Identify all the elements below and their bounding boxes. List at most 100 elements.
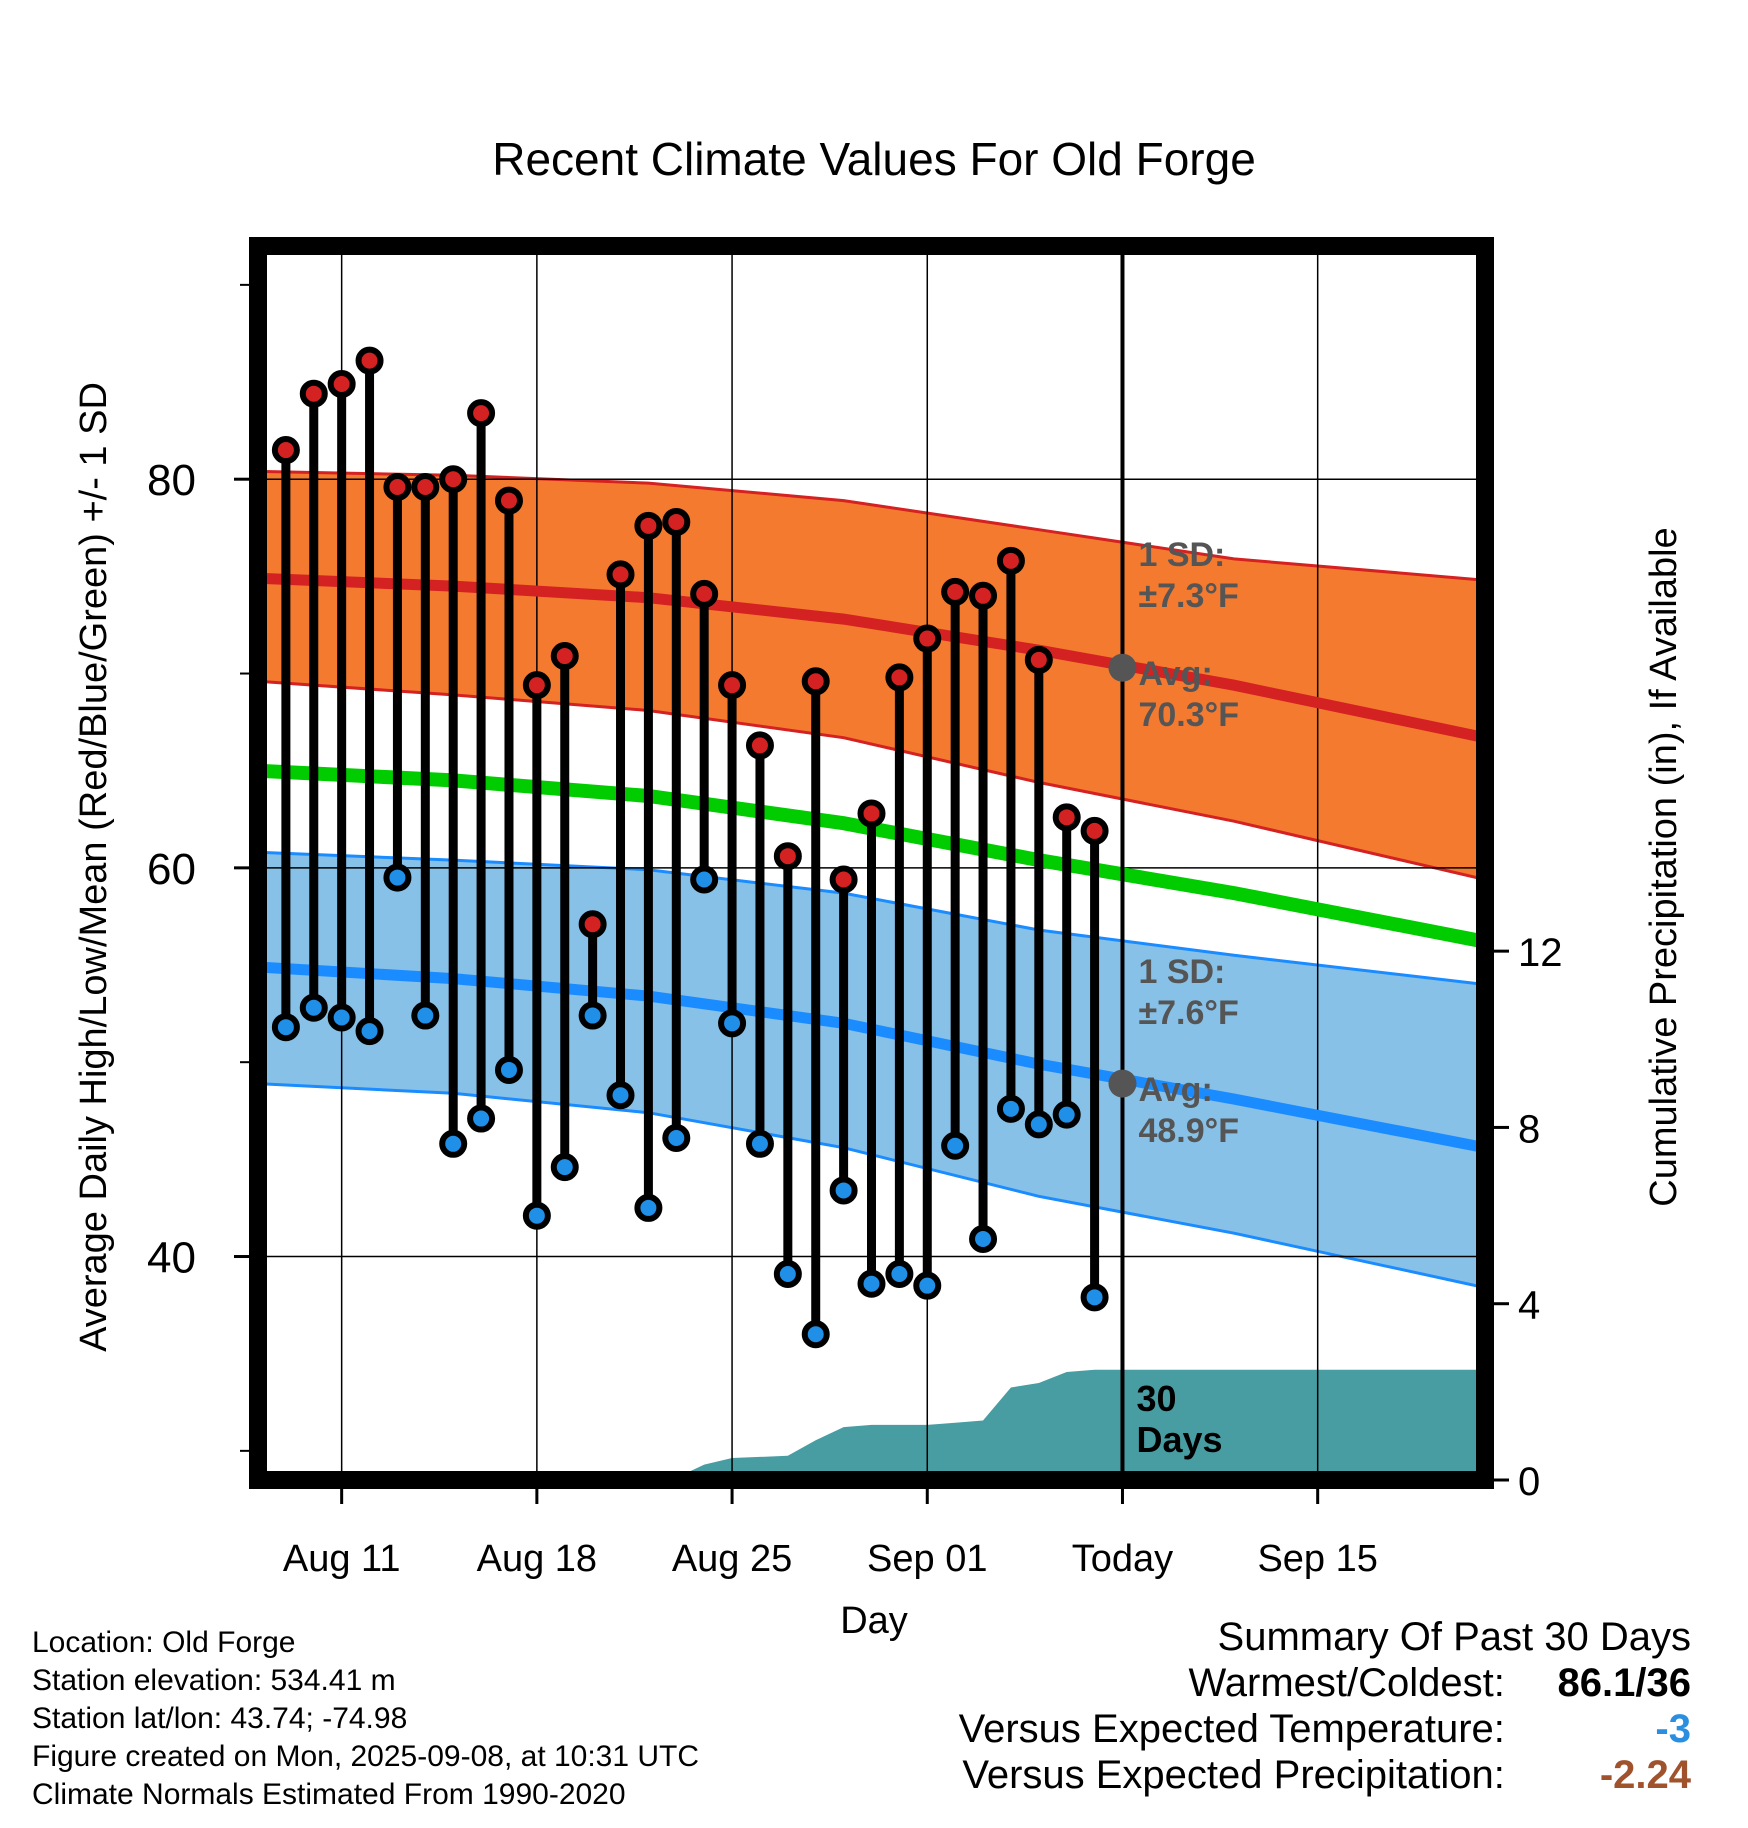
- high-point: [941, 577, 970, 606]
- high-point: [718, 671, 747, 700]
- low-point: [941, 1131, 970, 1160]
- low-point: [718, 1009, 747, 1038]
- low-sd-value: ±7.6°F: [1138, 994, 1238, 1032]
- created-text: Figure created on Mon, 2025-09-08, at 10…: [32, 1740, 700, 1773]
- low-point: [996, 1094, 1025, 1123]
- low-point: [383, 863, 412, 892]
- high-point: [271, 436, 300, 465]
- high-point: [467, 399, 496, 428]
- warm-cold-label: Warmest/Coldest:: [1188, 1661, 1505, 1705]
- high-point: [522, 671, 551, 700]
- x-tick-label: Aug 11: [283, 1538, 401, 1580]
- high-point: [383, 472, 412, 501]
- elevation-text: Station elevation: 534.41 m: [32, 1664, 396, 1697]
- low-point: [773, 1260, 802, 1289]
- high-point: [1080, 816, 1109, 845]
- normals-text: Climate Normals Estimated From 1990-2020: [32, 1778, 626, 1811]
- x-tick-label: Today: [1072, 1538, 1173, 1580]
- high-point: [578, 910, 607, 939]
- low-point: [829, 1176, 858, 1205]
- summary-precip-row: Versus Expected Precipitation: -2.24: [959, 1752, 1691, 1798]
- summary-warm-cold-row: Warmest/Coldest: 86.1/36: [959, 1660, 1692, 1706]
- low-point: [355, 1017, 384, 1046]
- low-point: [801, 1320, 830, 1349]
- warm-cold-value: 86.1/36: [1557, 1661, 1691, 1705]
- precip-area: [258, 1369, 1485, 1480]
- high-point: [662, 507, 691, 536]
- low-avg-value: 48.9°F: [1138, 1112, 1239, 1150]
- low-point: [1024, 1110, 1053, 1139]
- x-tick-label: Aug 25: [672, 1538, 792, 1580]
- low-point: [662, 1123, 691, 1152]
- high-point: [411, 472, 440, 501]
- low-point: [606, 1081, 635, 1110]
- summary-panel: Summary Of Past 30 Days Warmest/Coldest:…: [959, 1614, 1691, 1798]
- low-point: [550, 1153, 579, 1182]
- high-point: [801, 667, 830, 696]
- low-point: [690, 865, 719, 894]
- low-point: [969, 1225, 998, 1254]
- y-tick-label: 40: [147, 1234, 196, 1283]
- x-tick-label: Aug 18: [477, 1538, 597, 1580]
- summary-temp-row: Versus Expected Temperature: -3: [959, 1706, 1691, 1752]
- high-point: [969, 581, 998, 610]
- y-tick-label: 60: [147, 845, 196, 894]
- y2-tick-label: 12: [1518, 931, 1563, 975]
- low-avg-marker: [1108, 1069, 1137, 1098]
- high-point: [606, 560, 635, 589]
- y2-tick-label: 4: [1518, 1284, 1540, 1328]
- y-axis-label: Average Daily High/Low/Mean (Red/Blue/Gr…: [73, 382, 115, 1352]
- temp-vs-expected-label: Versus Expected Temperature:: [958, 1707, 1505, 1751]
- summary-title: Summary Of Past 30 Days: [1217, 1615, 1691, 1659]
- low-point: [439, 1129, 468, 1158]
- high-point: [355, 346, 384, 375]
- high-point: [829, 865, 858, 894]
- high-sd-band: [258, 471, 1485, 880]
- y-tick-label: 80: [147, 456, 196, 505]
- high-point: [299, 379, 328, 408]
- high-sd-value: ±7.3°F: [1138, 577, 1238, 615]
- period-label-number: 30: [1136, 1378, 1176, 1419]
- x-tick-label: Sep 15: [1257, 1538, 1377, 1580]
- plot-content: [258, 246, 1485, 1480]
- low-point: [634, 1193, 663, 1222]
- x-tick-label: Sep 01: [867, 1538, 987, 1580]
- location-text: Location: Old Forge: [32, 1626, 296, 1659]
- high-point: [327, 369, 356, 398]
- high-point: [1052, 803, 1081, 832]
- low-point: [327, 1003, 356, 1032]
- high-point: [494, 486, 523, 515]
- precip-vs-expected-value: -2.24: [1599, 1753, 1691, 1797]
- low-point: [857, 1269, 886, 1298]
- y2-tick-label: 8: [1518, 1107, 1540, 1151]
- low-avg-label: Avg:: [1138, 1071, 1212, 1109]
- low-point: [745, 1129, 774, 1158]
- high-point: [885, 663, 914, 692]
- low-point: [299, 993, 328, 1022]
- x-axis-label: Day: [840, 1600, 908, 1642]
- high-avg-marker: [1108, 653, 1137, 682]
- precip-vs-expected-label: Versus Expected Precipitation:: [962, 1753, 1505, 1797]
- period-label-days: Days: [1136, 1419, 1222, 1460]
- high-point: [773, 842, 802, 871]
- high-sd-label: 1 SD:: [1138, 536, 1225, 574]
- low-point: [885, 1260, 914, 1289]
- high-avg-label: Avg:: [1138, 655, 1212, 693]
- high-point: [634, 511, 663, 540]
- station-info: Location: Old Forge Station elevation: 5…: [32, 1624, 699, 1814]
- low-point: [494, 1055, 523, 1084]
- y2-axis-label: Cumulative Precipitation (in), If Availa…: [1643, 527, 1685, 1206]
- y2-tick-label: 0: [1518, 1460, 1540, 1504]
- high-point: [857, 799, 886, 828]
- high-point: [745, 731, 774, 760]
- low-point: [578, 1001, 607, 1030]
- high-avg-value: 70.3°F: [1138, 696, 1239, 734]
- low-sd-label: 1 SD:: [1138, 953, 1225, 991]
- high-point: [690, 579, 719, 608]
- low-point: [1080, 1283, 1109, 1312]
- high-point: [996, 546, 1025, 575]
- low-point: [411, 1001, 440, 1030]
- temp-vs-expected-value: -3: [1655, 1707, 1691, 1751]
